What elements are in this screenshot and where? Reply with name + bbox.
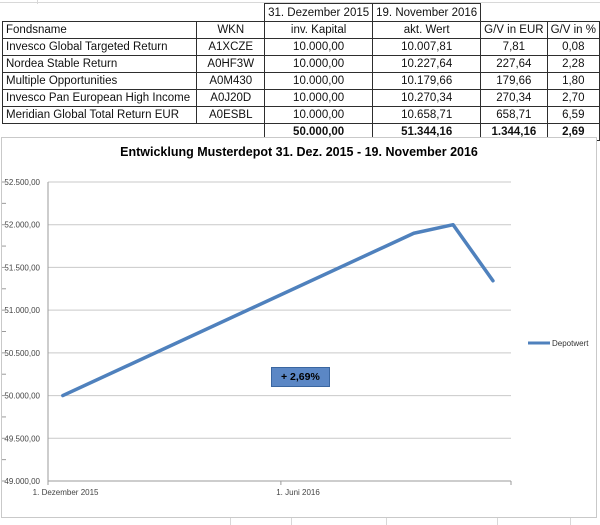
line-chart-canvas[interactable]: 52.500,00 52.000,00 51.500,00 51.000,00 50.5…: [2, 138, 596, 515]
value-cell[interactable]: 7,81: [480, 38, 548, 56]
value-cell[interactable]: 10.000,00: [264, 55, 374, 73]
totals-row: 50.000,00 51.344,16 1.344,16 2,69: [3, 123, 600, 141]
y-axis-label: 51.500,00: [4, 263, 40, 272]
table-row: Meridian Global Total Return EUR A0ESBL 10…: [1, 106, 600, 124]
value-cell[interactable]: 10.270,34: [372, 89, 482, 107]
value-cell[interactable]: 10.000,00: [264, 72, 374, 90]
y-axis-label: 52.000,00: [4, 221, 40, 230]
value-cell[interactable]: 270,34: [480, 89, 548, 107]
sheet-bottom-strip: [0, 518, 600, 525]
value-cell[interactable]: 0,08: [546, 38, 600, 56]
y-axis-label: 51.000,00: [4, 306, 40, 315]
column-header[interactable]: inv. Kapital: [264, 21, 374, 39]
series-line-depotwert[interactable]: [61, 222, 495, 398]
empty-cell[interactable]: [547, 4, 599, 22]
value-cell[interactable]: 2,70: [546, 89, 600, 107]
value-cell[interactable]: 10.007,81: [372, 38, 482, 56]
value-cell[interactable]: 2,28: [546, 55, 600, 73]
sheet-gridline: [0, 2, 600, 3]
chart-title[interactable]: Entwicklung Musterdepot 31. Dez. 2015 - …: [120, 145, 478, 159]
wkn-cell[interactable]: A0J20D: [196, 89, 266, 107]
chart[interactable]: Entwicklung Musterdepot 31. Dez. 2015 - …: [1, 137, 597, 518]
table-row: Nordea Stable Return A0HF3W 10.000,00 10.22…: [1, 55, 600, 73]
fund-name-cell[interactable]: Invesco Global Targeted Return: [1, 38, 198, 56]
table-row: Invesco Pan European High Income A0J20D 10…: [1, 89, 600, 107]
column-header[interactable]: Fondsname: [1, 21, 198, 39]
value-cell[interactable]: 10.000,00: [264, 106, 374, 124]
value-cell[interactable]: 6,59: [546, 106, 600, 124]
value-cell[interactable]: 179,66: [480, 72, 548, 90]
value-cell[interactable]: 10.000,00: [264, 89, 374, 107]
x-axis-label: 1. Juni 2016: [276, 488, 320, 497]
fund-table: 31. Dezember 2015 19. November 2016 Fond…: [1, 3, 600, 141]
wkn-cell[interactable]: A1XCZE: [196, 38, 266, 56]
legend-label[interactable]: Depotwert: [552, 339, 589, 348]
table-row: Invesco Global Targeted Return A1XCZE 10.0…: [1, 38, 600, 56]
column-header[interactable]: G/V in EUR: [480, 21, 548, 39]
table-header-row: Fondsname WKN inv. Kapital akt. Wert G/V in …: [1, 21, 600, 39]
value-cell[interactable]: 10.179,66: [372, 72, 482, 90]
sheet-gridline: [497, 518, 498, 525]
wkn-cell[interactable]: A0M430: [196, 72, 266, 90]
empty-cell[interactable]: [481, 4, 547, 22]
empty-cell[interactable]: [197, 4, 265, 22]
wkn-cell[interactable]: A0HF3W: [196, 55, 266, 73]
sheet-gridline: [570, 518, 571, 525]
value-cell[interactable]: 227,64: [480, 55, 548, 73]
fund-name-cell[interactable]: Multiple Opportunities: [1, 72, 198, 90]
sheet-gridline: [386, 518, 387, 525]
fund-name-cell[interactable]: Nordea Stable Return: [1, 55, 198, 73]
period-start-header[interactable]: 31. Dezember 2015: [264, 3, 374, 22]
total-cell[interactable]: 50.000,00: [264, 123, 374, 141]
sheet-gridline: [291, 518, 292, 525]
value-cell[interactable]: 1,80: [546, 72, 600, 90]
table-row: 31. Dezember 2015 19. November 2016: [3, 3, 600, 22]
value-cell[interactable]: 10.000,00: [264, 38, 374, 56]
sheet-gridline: [37, 0, 38, 4]
x-axis-label: 1. Dezember 2015: [33, 488, 99, 497]
total-cell[interactable]: 1.344,16: [480, 123, 548, 141]
fund-name-cell[interactable]: Invesco Pan European High Income: [1, 89, 198, 107]
y-axis-label: 52.500,00: [4, 178, 40, 187]
value-cell[interactable]: 658,71: [480, 106, 548, 124]
y-axis-label: 49.500,00: [4, 434, 40, 443]
column-header[interactable]: WKN: [196, 21, 266, 39]
gain-annotation[interactable]: + 2,69%: [271, 367, 330, 387]
column-header[interactable]: G/V in %: [546, 21, 600, 39]
wkn-cell[interactable]: A0ESBL: [196, 106, 266, 124]
period-end-header[interactable]: 19. November 2016: [372, 3, 482, 22]
y-axis-label: 50.000,00: [4, 392, 40, 401]
y-axis-label: 49.000,00: [4, 477, 40, 486]
value-cell[interactable]: 10.658,71: [372, 106, 482, 124]
y-axis-label: 50.500,00: [4, 349, 40, 358]
value-cell[interactable]: 10.227,64: [372, 55, 482, 73]
sheet-gridline: [230, 518, 231, 525]
fund-name-cell[interactable]: Meridian Global Total Return EUR: [1, 106, 198, 124]
column-header[interactable]: akt. Wert: [372, 21, 482, 39]
table-row: Multiple Opportunities A0M430 10.000,00 10.…: [1, 72, 600, 90]
empty-cell[interactable]: [3, 4, 197, 22]
